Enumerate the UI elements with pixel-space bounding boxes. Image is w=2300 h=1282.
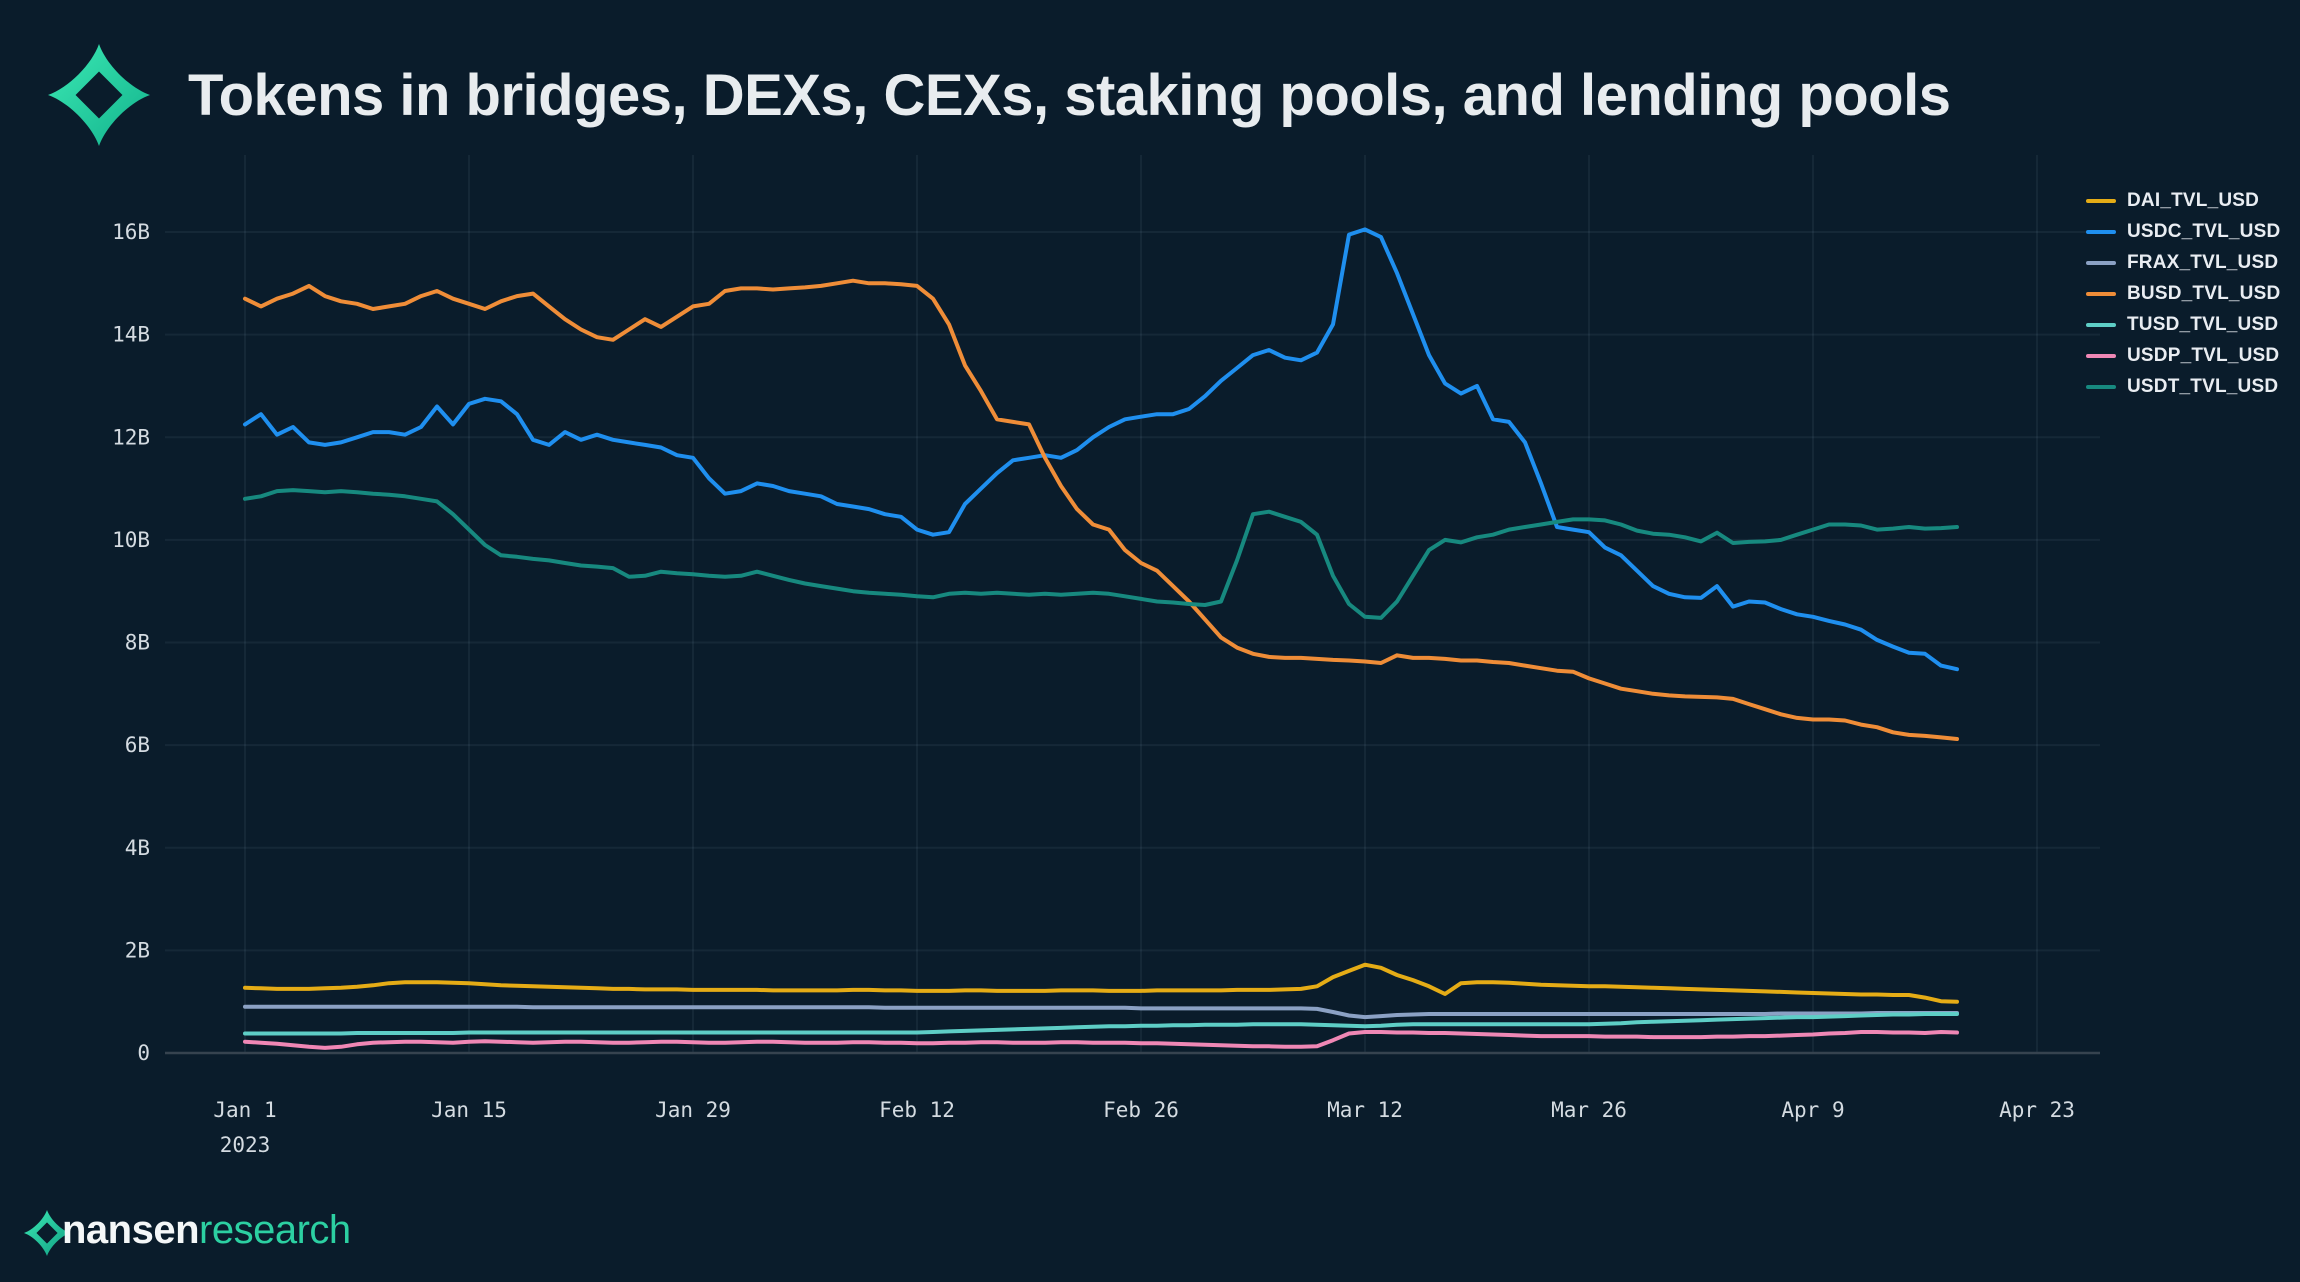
legend-label: DAI_TVL_USD: [2127, 190, 2260, 211]
series-line-FRAX_TVL_USD: [243, 1004, 1959, 1020]
y-tick-label: 10B: [112, 528, 150, 552]
legend-label: USDT_TVL_USD: [2127, 376, 2279, 397]
nansen-star-icon: [24, 1210, 70, 1256]
y-axis-tick-labels: 0 2B 4B 6B 8B 10B 12B 14B 16B: [112, 220, 150, 1065]
x-tick-label: Apr 9: [1781, 1098, 1844, 1122]
series-line-BUSD_TVL_USD: [243, 278, 1959, 741]
series-line-TUSD_TVL_USD: [243, 1012, 1959, 1036]
legend-swatch-icon: [2086, 261, 2116, 265]
legend-item-USDP_TVL_USD[interactable]: USDP_TVL_USD: [2086, 345, 2280, 367]
legend-item-FRAX_TVL_USD[interactable]: FRAX_TVL_USD: [2086, 252, 2280, 274]
series-line-DAI_TVL_USD: [243, 962, 1959, 1004]
legend-label: FRAX_TVL_USD: [2127, 252, 2279, 273]
legend-item-TUSD_TVL_USD[interactable]: TUSD_TVL_USD: [2086, 314, 2280, 336]
footer-brand: nansenresearch: [24, 1202, 351, 1258]
legend-item-USDT_TVL_USD[interactable]: USDT_TVL_USD: [2086, 376, 2280, 398]
legend-label: USDC_TVL_USD: [2127, 221, 2281, 242]
y-tick-label: 0: [137, 1041, 150, 1065]
series-line-USDC_TVL_USD: [243, 227, 1959, 672]
chart-legend: DAI_TVL_USD USDC_TVL_USD FRAX_TVL_USD BUSD_…: [2086, 190, 2280, 398]
x-tick-label: Jan 29: [655, 1098, 731, 1122]
y-tick-label: 8B: [125, 631, 150, 655]
x-tick-label: Mar 26: [1551, 1098, 1627, 1122]
x-tick-label: Feb 26: [1103, 1098, 1179, 1122]
x-tick-label: Mar 12: [1327, 1098, 1403, 1122]
brand-name: nansen: [62, 1208, 200, 1252]
legend-item-BUSD_TVL_USD[interactable]: BUSD_TVL_USD: [2086, 283, 2280, 305]
y-tick-label: 14B: [112, 323, 150, 347]
x-axis-tick-labels: Jan 1 2023 Jan 15 Jan 29 Feb 12 Feb 26 Mar 12 M…: [213, 1098, 2075, 1157]
y-tick-label: 12B: [112, 425, 150, 449]
legend-label: USDP_TVL_USD: [2127, 345, 2280, 366]
brand-text: nansenresearch: [62, 1202, 351, 1258]
page-title: Tokens in bridges, DEXs, CEXs, staking p…: [188, 62, 1951, 128]
legend-swatch-icon: [2086, 292, 2116, 296]
y-tick-label: 2B: [125, 938, 150, 962]
legend-item-DAI_TVL_USD[interactable]: DAI_TVL_USD: [2086, 190, 2280, 212]
x-tick-sublabel: 2023: [220, 1133, 271, 1157]
legend-swatch-icon: [2086, 354, 2116, 358]
y-tick-label: 4B: [125, 836, 150, 860]
legend-swatch-icon: [2086, 323, 2116, 327]
x-tick-label: Jan 15: [431, 1098, 507, 1122]
x-tick-label: Jan 1: [213, 1098, 276, 1122]
y-tick-label: 16B: [112, 220, 150, 244]
series-line-USDT_TVL_USD: [243, 488, 1959, 620]
legend-label: TUSD_TVL_USD: [2127, 314, 2279, 335]
x-tick-label: Feb 12: [879, 1098, 955, 1122]
legend-item-USDC_TVL_USD[interactable]: USDC_TVL_USD: [2086, 221, 2280, 243]
y-tick-label: 6B: [125, 733, 150, 757]
legend-swatch-icon: [2086, 385, 2116, 389]
legend-label: BUSD_TVL_USD: [2127, 283, 2281, 304]
gridlines-horizontal: [165, 231, 2100, 952]
legend-swatch-icon: [2086, 230, 2116, 234]
brand-suffix: research: [199, 1208, 351, 1252]
nansen-logo-icon: [48, 44, 150, 146]
series-line-USDP_TVL_USD: [243, 1030, 1959, 1050]
legend-swatch-icon: [2086, 199, 2116, 203]
header: Tokens in bridges, DEXs, CEXs, staking p…: [48, 44, 1951, 146]
x-tick-label: Apr 23: [1999, 1098, 2075, 1122]
